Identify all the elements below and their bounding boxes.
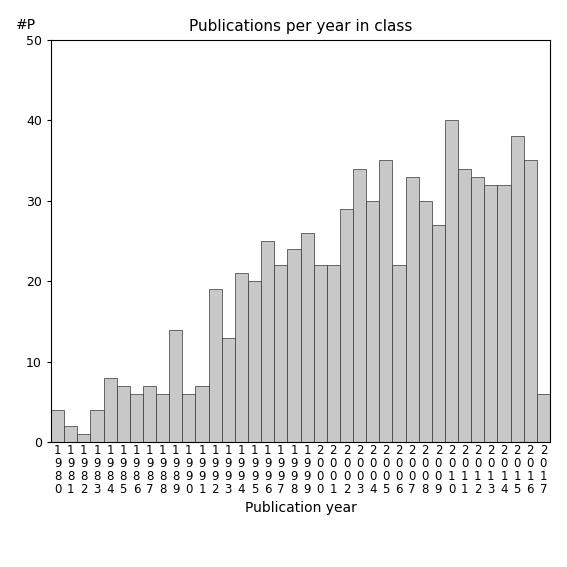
Bar	[183, 394, 196, 442]
Bar	[287, 249, 301, 442]
Bar	[537, 394, 550, 442]
Bar	[458, 168, 471, 442]
Bar	[130, 394, 143, 442]
Bar	[366, 201, 379, 442]
Bar	[340, 209, 353, 442]
Bar	[156, 394, 169, 442]
Bar	[405, 176, 418, 442]
Bar	[196, 386, 209, 442]
Bar	[248, 281, 261, 442]
Bar	[143, 386, 156, 442]
Bar	[392, 265, 405, 442]
Bar	[301, 233, 314, 442]
Bar	[418, 201, 432, 442]
Bar	[524, 160, 537, 442]
Bar	[90, 410, 104, 442]
Title: Publications per year in class: Publications per year in class	[189, 19, 412, 35]
Bar	[64, 426, 77, 442]
Bar	[235, 273, 248, 442]
Bar	[353, 168, 366, 442]
Bar	[117, 386, 130, 442]
Bar	[511, 136, 524, 442]
Bar	[274, 265, 287, 442]
Bar	[77, 434, 90, 442]
Bar	[51, 410, 64, 442]
Bar	[484, 185, 497, 442]
Bar	[327, 265, 340, 442]
Bar	[222, 337, 235, 442]
Bar	[497, 185, 511, 442]
Bar	[445, 120, 458, 442]
Bar	[314, 265, 327, 442]
Bar	[209, 289, 222, 442]
Bar	[169, 329, 183, 442]
Bar	[471, 176, 484, 442]
X-axis label: Publication year: Publication year	[244, 501, 357, 515]
Bar	[104, 378, 117, 442]
Bar	[261, 241, 274, 442]
Bar	[432, 225, 445, 442]
Bar	[379, 160, 392, 442]
Text: #P: #P	[16, 18, 36, 32]
